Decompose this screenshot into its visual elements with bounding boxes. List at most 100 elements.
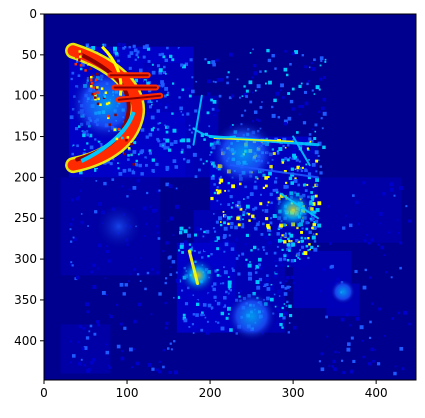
heat-speckle [311, 217, 315, 221]
heat-speckle [206, 320, 209, 323]
heat-speckle [124, 53, 127, 57]
heat-hot-speck [107, 101, 111, 105]
heat-speckle [298, 160, 301, 163]
heat-speckle [260, 233, 264, 236]
heat-speckle [216, 268, 219, 272]
heat-structure-line [187, 249, 200, 286]
heat-speckle [285, 73, 289, 77]
heat-speckle [75, 127, 79, 131]
heat-speckle [70, 198, 75, 202]
heat-speckle [301, 227, 304, 230]
heat-speckle [164, 281, 167, 285]
heat-speckle [239, 207, 243, 211]
heat-speckle [319, 171, 323, 175]
heat-speckle [78, 361, 83, 366]
heat-speckle [266, 229, 270, 232]
heat-speckle [254, 268, 257, 270]
heat-speckle [94, 144, 98, 149]
heat-speckle [350, 370, 354, 374]
heat-speckle [193, 249, 196, 253]
heat-speckle [164, 146, 168, 149]
heat-speckle [162, 142, 166, 147]
heat-speckle [213, 170, 216, 173]
heat-speckle [281, 234, 284, 237]
heat-speckle [182, 134, 187, 139]
heat-speckle [231, 267, 234, 270]
heat-speckle [247, 263, 252, 268]
heat-speckle [235, 257, 239, 260]
y-axis: 0 50 100 150 200 250 300 350 400 [14, 7, 44, 348]
heat-speckle [215, 58, 219, 62]
heat-speckle [267, 58, 272, 63]
heat-hot-speck [94, 78, 98, 82]
heat-speckle [102, 43, 105, 46]
heat-speckle [172, 234, 175, 236]
heat-structure-line [279, 192, 319, 220]
heat-speckle [284, 286, 288, 290]
heat-speckle [136, 142, 141, 146]
heat-speckle [301, 166, 304, 169]
heat-speckle [191, 76, 194, 79]
heat-speckle [167, 347, 170, 350]
heat-speckle [265, 217, 269, 221]
heat-speckle [128, 45, 131, 49]
heat-speckle [324, 58, 327, 61]
heat-speckle [171, 112, 174, 115]
heat-speckle [329, 242, 332, 245]
heat-speckle [175, 187, 178, 190]
heat-speckle [309, 140, 312, 143]
heat-speckle [317, 245, 319, 248]
heat-speckle [399, 266, 402, 270]
heat-speckle [199, 158, 203, 161]
heat-speckle [146, 47, 151, 51]
heat-speckle [144, 287, 147, 291]
heat-speckle [207, 293, 211, 296]
heat-speckle [284, 280, 288, 283]
heat-speckle [184, 62, 189, 66]
heat-speckle [169, 54, 173, 59]
heat-speckle [211, 60, 216, 65]
heat-speckle [245, 89, 249, 93]
heat-speckle [293, 155, 298, 160]
heat-speckle [227, 222, 230, 226]
heat-speckle [268, 241, 272, 245]
heat-speckle [275, 271, 278, 274]
heat-speckle [220, 282, 222, 285]
heat-speckle [264, 176, 268, 180]
heat-speckle [396, 219, 399, 222]
heat-speckle [86, 45, 88, 48]
heat-speckle [350, 369, 353, 372]
heat-speckle [284, 50, 287, 53]
heat-speckle [216, 273, 220, 277]
heat-speckle [321, 127, 324, 130]
heat-speckle [179, 226, 184, 231]
heat-speckle [131, 170, 136, 175]
heat-speckle [222, 236, 226, 240]
heat-speckle [194, 175, 198, 179]
heat-speckle [277, 116, 281, 119]
heat-speckle [156, 368, 159, 372]
heat-speckle [212, 174, 215, 177]
plot-area [43, 13, 417, 381]
heat-speckle [303, 90, 307, 94]
heat-speckle [70, 77, 73, 81]
heat-speckle [133, 348, 136, 351]
heat-speckle [241, 223, 245, 226]
heat-speckle [175, 278, 180, 283]
heat-speckle [210, 161, 213, 163]
heat-speckle [222, 282, 225, 285]
heat-speckle [253, 71, 258, 76]
heat-speckle [300, 104, 304, 109]
heat-speckle [278, 257, 283, 262]
heat-speckle [368, 362, 372, 366]
heat-speckle [315, 233, 318, 236]
heat-speckle [372, 359, 375, 363]
heat-hot-speck [125, 138, 128, 142]
heat-speckle [145, 163, 148, 167]
heat-speckle [71, 71, 75, 75]
heat-speckle [286, 158, 290, 162]
heat-speckle [216, 186, 219, 189]
heat-speckle [314, 123, 318, 127]
heat-speckle [271, 53, 275, 58]
heat-speckle [73, 237, 77, 242]
